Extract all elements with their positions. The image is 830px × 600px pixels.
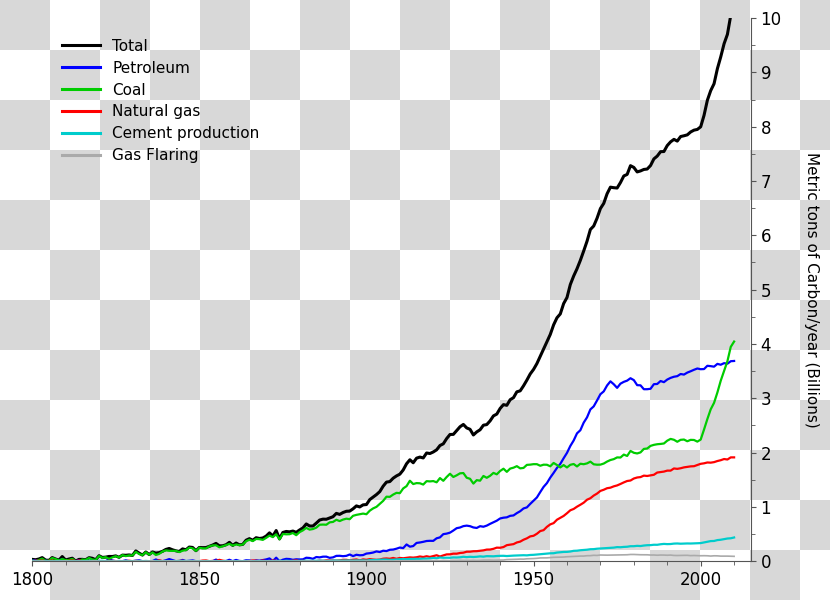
Gas Flaring bbox=[629, 551, 639, 558]
Coal bbox=[237, 541, 247, 548]
Total bbox=[729, 5, 739, 13]
Gas Flaring bbox=[729, 553, 739, 560]
Legend: Total, Petroleum, Coal, Natural gas, Cement production, Gas Flaring: Total, Petroleum, Coal, Natural gas, Cem… bbox=[54, 31, 267, 171]
Cement production bbox=[334, 557, 344, 564]
Gas Flaring bbox=[27, 557, 37, 565]
Gas Flaring bbox=[338, 557, 348, 565]
Petroleum bbox=[27, 556, 37, 563]
Line: Natural gas: Natural gas bbox=[32, 457, 734, 561]
Natural gas bbox=[662, 467, 672, 474]
Line: Cement production: Cement production bbox=[32, 538, 734, 561]
Cement production bbox=[662, 541, 672, 548]
Petroleum bbox=[338, 553, 348, 560]
Cement production bbox=[234, 557, 244, 565]
Cement production bbox=[27, 557, 37, 565]
Total bbox=[47, 554, 57, 561]
Coal bbox=[51, 556, 61, 563]
Gas Flaring bbox=[669, 552, 679, 559]
Gas Flaring bbox=[237, 557, 247, 565]
Line: Total: Total bbox=[32, 9, 734, 561]
Total bbox=[515, 387, 525, 394]
Total bbox=[27, 556, 37, 563]
Petroleum bbox=[237, 557, 247, 565]
Cement production bbox=[298, 557, 308, 565]
Natural gas bbox=[729, 454, 739, 461]
Cement production bbox=[512, 552, 522, 559]
Coal bbox=[301, 524, 311, 532]
Petroleum bbox=[37, 557, 47, 565]
Gas Flaring bbox=[41, 557, 51, 565]
Petroleum bbox=[729, 358, 739, 365]
Natural gas bbox=[725, 454, 735, 461]
Natural gas bbox=[234, 557, 244, 565]
Line: Petroleum: Petroleum bbox=[32, 361, 734, 561]
Petroleum bbox=[51, 557, 61, 565]
Total bbox=[301, 520, 311, 527]
Coal bbox=[31, 557, 41, 565]
Petroleum bbox=[301, 554, 311, 562]
Gas Flaring bbox=[301, 557, 311, 565]
Gas Flaring bbox=[51, 557, 61, 565]
Total bbox=[666, 138, 676, 145]
Coal bbox=[515, 465, 525, 472]
Coal bbox=[338, 516, 348, 523]
Natural gas bbox=[298, 557, 308, 565]
Y-axis label: Metric tons of Carbon/year (Billions): Metric tons of Carbon/year (Billions) bbox=[804, 152, 819, 428]
Natural gas bbox=[27, 557, 37, 565]
Cement production bbox=[47, 557, 57, 565]
Line: Coal: Coal bbox=[32, 341, 734, 561]
Natural gas bbox=[512, 539, 522, 546]
Total bbox=[237, 541, 247, 548]
Petroleum bbox=[515, 508, 525, 515]
Coal bbox=[666, 436, 676, 443]
Natural gas bbox=[47, 557, 57, 565]
Gas Flaring bbox=[515, 556, 525, 563]
Natural gas bbox=[334, 557, 344, 564]
Line: Gas Flaring: Gas Flaring bbox=[32, 554, 734, 561]
Total bbox=[338, 509, 348, 516]
Coal bbox=[27, 557, 37, 564]
Petroleum bbox=[666, 374, 676, 382]
Total bbox=[71, 557, 81, 565]
Coal bbox=[729, 338, 739, 345]
Cement production bbox=[729, 534, 739, 541]
